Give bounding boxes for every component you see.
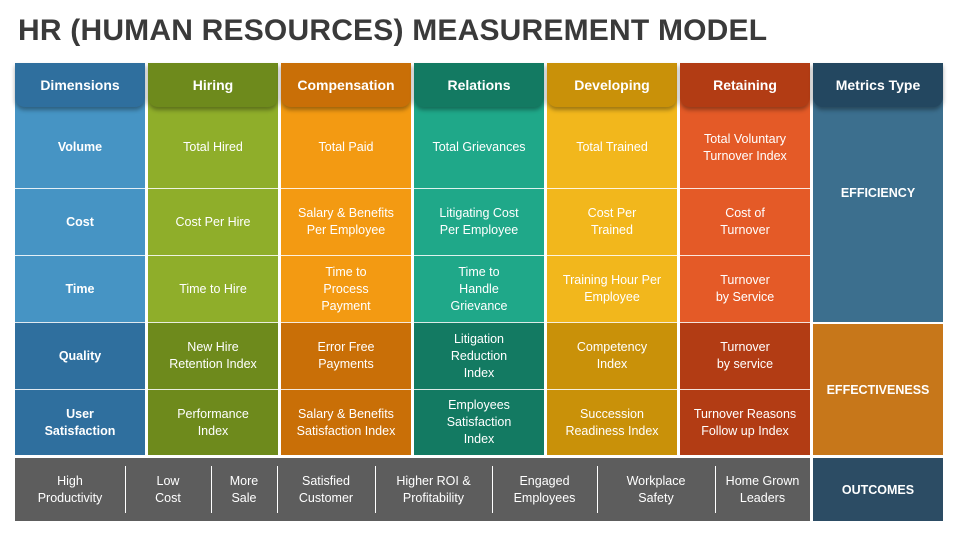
outcome-item: Higher ROI & Profitability [396, 473, 471, 505]
column-compensation: Compensation Total Paid Salary & Benefit… [281, 63, 411, 455]
column-dimensions: Dimensions Volume Cost Time Quality User… [15, 63, 145, 455]
cell-developing-time: Training Hour Per Employee [547, 255, 677, 322]
outcome-item: Low Cost [155, 473, 181, 505]
cell-dimensions-quality: Quality [15, 322, 145, 389]
cell-compensation-cost: Salary & Benefits Per Employee [281, 188, 411, 255]
cell-relations-user-satisfaction: Employees Satisfaction Index [414, 389, 544, 455]
cell-hiring-quality: New Hire Retention Index [148, 322, 278, 389]
cell-relations-quality: Litigation Reduction Index [414, 322, 544, 389]
column-relations: Relations Total Grievances Litigating Co… [414, 63, 544, 455]
header-hiring: Hiring [148, 63, 278, 107]
column-retaining: Retaining Total Voluntary Turnover Index… [680, 63, 810, 455]
cell-hiring-user-satisfaction: Performance Index [148, 389, 278, 455]
cell-hiring-cost: Cost Per Hire [148, 188, 278, 255]
header-retaining: Retaining [680, 63, 810, 107]
metric-effectiveness: EFFECTIVENESS [813, 324, 943, 455]
header-developing: Developing [547, 63, 677, 107]
page-title: HR (HUMAN RESOURCES) MEASUREMENT MODEL [18, 14, 768, 47]
outcome-item: High Productivity [37, 473, 103, 505]
cell-dimensions-user-satisfaction: User Satisfaction [15, 389, 145, 455]
cell-relations-time: Time to Handle Grievance [414, 255, 544, 322]
outcome-item: Workplace Safety [626, 473, 686, 505]
outcome-item: Satisfied Customer [298, 473, 354, 505]
outcome-divider [211, 466, 212, 513]
cell-retaining-quality: Turnover by service [680, 322, 810, 389]
cell-developing-quality: Competency Index [547, 322, 677, 389]
cell-relations-cost: Litigating Cost Per Employee [414, 188, 544, 255]
header-relations: Relations [414, 63, 544, 107]
column-metrics-type: Metrics Type EFFICIENCY EFFECTIVENESS [813, 63, 943, 455]
cell-compensation-user-satisfaction: Salary & Benefits Satisfaction Index [281, 389, 411, 455]
header-metrics-type: Metrics Type [813, 63, 943, 107]
column-developing: Developing Total Trained Cost Per Traine… [547, 63, 677, 455]
cell-compensation-quality: Error Free Payments [281, 322, 411, 389]
outcome-item: Engaged Employees [513, 473, 576, 505]
header-compensation: Compensation [281, 63, 411, 107]
cell-dimensions-cost: Cost [15, 188, 145, 255]
cell-retaining-time: Turnover by Service [680, 255, 810, 322]
metric-efficiency-label: EFFICIENCY [840, 185, 916, 200]
outcome-divider [492, 466, 493, 513]
header-dimensions: Dimensions [15, 63, 145, 107]
outcome-divider [375, 466, 376, 513]
metric-outcomes: OUTCOMES [813, 458, 943, 521]
cell-developing-user-satisfaction: Succession Readiness Index [547, 389, 677, 455]
outcome-divider [125, 466, 126, 513]
outcome-divider [715, 466, 716, 513]
column-hiring: Hiring Total Hired Cost Per Hire Time to… [148, 63, 278, 455]
outcome-divider [277, 466, 278, 513]
outcomes-bar: High Productivity Low Cost More Sale Sat… [15, 458, 810, 521]
cell-hiring-time: Time to Hire [148, 255, 278, 322]
cell-developing-cost: Cost Per Trained [547, 188, 677, 255]
outcome-item: Home Grown Leaders [725, 473, 800, 505]
cell-compensation-time: Time to Process Payment [281, 255, 411, 322]
outcome-item: More Sale [229, 473, 259, 505]
cell-dimensions-time: Time [15, 255, 145, 322]
cell-retaining-user-satisfaction: Turnover Reasons Follow up Index [680, 389, 810, 455]
cell-retaining-cost: Cost of Turnover [680, 188, 810, 255]
outcome-divider [597, 466, 598, 513]
